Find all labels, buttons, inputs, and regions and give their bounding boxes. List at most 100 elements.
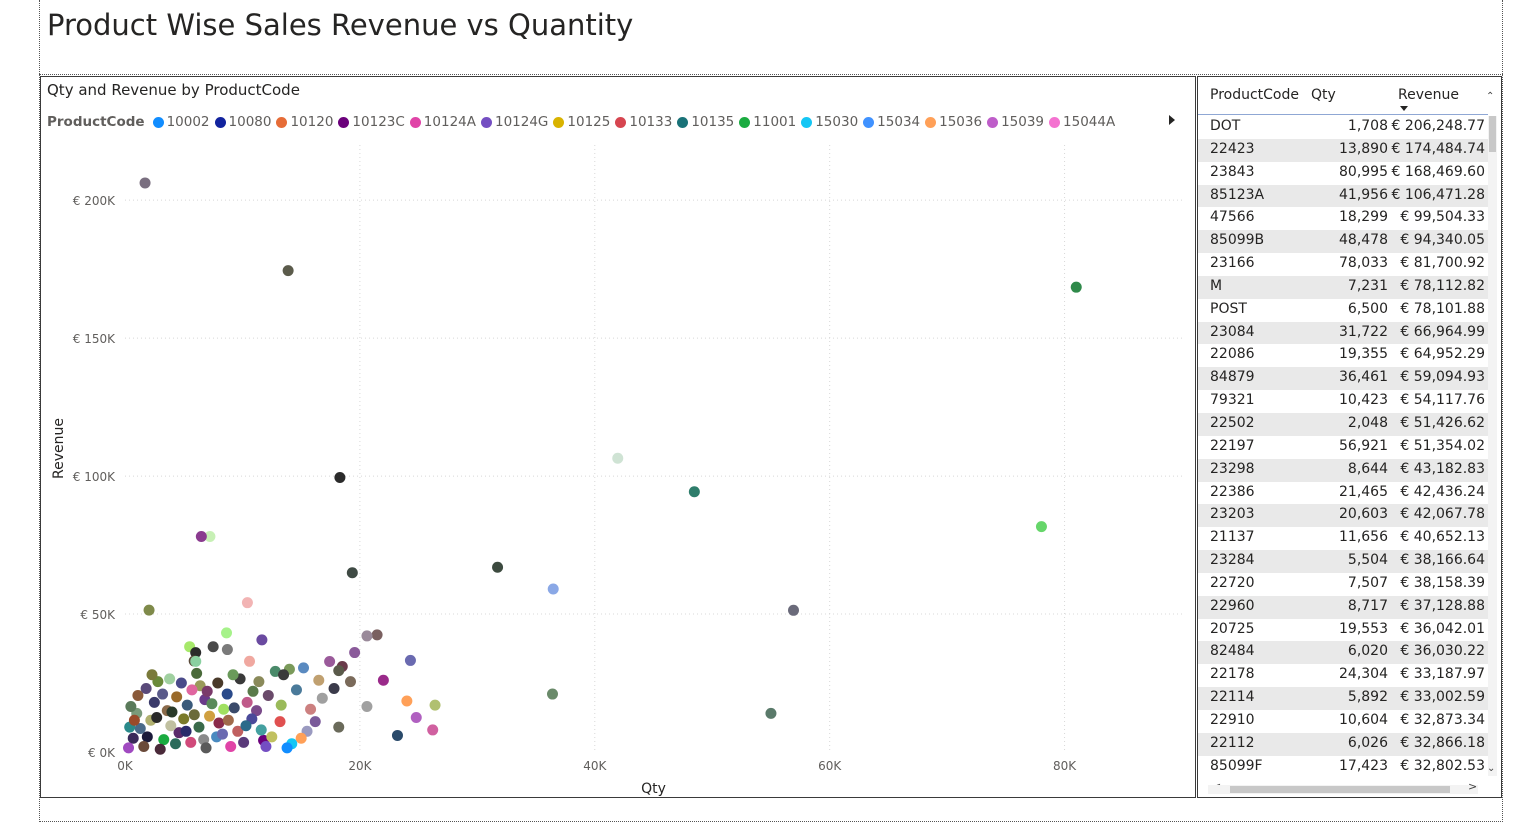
table-row[interactable]: 21137 11,656 € 40,652.13 xyxy=(1198,527,1488,550)
legend-item[interactable]: 10080 xyxy=(214,114,272,130)
cell-qty: 19,355 xyxy=(1339,346,1388,363)
table-row[interactable]: 23084 31,722 € 66,964.99 xyxy=(1198,321,1488,345)
horizontal-scroll-thumb[interactable] xyxy=(1230,786,1450,793)
legend-label: 10124A xyxy=(423,114,476,130)
table-row[interactable]: 85099F 17,423 € 32,802.53 xyxy=(1198,756,1488,776)
scatter-point xyxy=(216,728,228,740)
horizontal-scrollbar[interactable] xyxy=(1208,785,1478,794)
table-row[interactable]: M 7,231 € 78,112.82 xyxy=(1198,275,1488,299)
legend-next-arrow-icon[interactable] xyxy=(1169,115,1175,125)
table-row[interactable]: 20725 19,553 € 36,042.01 xyxy=(1198,619,1488,642)
table-row[interactable]: 22720 7,507 € 38,158.39 xyxy=(1198,573,1488,596)
column-header-productcode[interactable]: ProductCode xyxy=(1210,87,1299,103)
cell-revenue: € 51,354.02 xyxy=(1400,437,1485,454)
scatter-plot[interactable]: € 0K € 50K € 100K € 150K € 200K 0K 20K 40K 60K 80… xyxy=(41,137,1195,797)
page-frame-divider xyxy=(39,74,1503,75)
cell-productcode: 22086 xyxy=(1210,346,1255,363)
table-row[interactable]: 85099B 48,478 € 94,340.05 xyxy=(1198,230,1488,254)
cell-revenue: € 66,964.99 xyxy=(1400,323,1485,340)
column-header-qty[interactable]: Qty xyxy=(1311,87,1336,103)
table-row[interactable]: 23284 5,504 € 38,166.64 xyxy=(1198,550,1488,573)
table-row[interactable]: 79321 10,423 € 54,117.76 xyxy=(1198,390,1488,413)
table-row[interactable]: 47566 18,299 € 99,504.33 xyxy=(1198,207,1488,230)
legend-item[interactable]: 10124G xyxy=(480,114,549,130)
legend-item[interactable]: 10125 xyxy=(553,114,610,130)
legend-item[interactable]: 10123C xyxy=(338,114,405,130)
cell-revenue: € 32,866.18 xyxy=(1400,734,1485,751)
table-row[interactable]: 23166 78,033 € 81,700.92 xyxy=(1198,253,1488,276)
scroll-up-icon[interactable]: ⌃ xyxy=(1486,91,1495,102)
legend-item[interactable]: 15030 xyxy=(801,114,858,130)
table-row[interactable]: 84879 36,461 € 59,094.93 xyxy=(1198,367,1488,391)
legend-item[interactable]: 15034 xyxy=(863,114,920,130)
cell-qty: 8,717 xyxy=(1347,597,1388,614)
table-row[interactable]: 22197 56,921 € 51,354.02 xyxy=(1198,436,1488,459)
table-row[interactable]: 22386 21,465 € 42,436.24 xyxy=(1198,482,1488,505)
cell-qty: 7,231 xyxy=(1347,277,1388,294)
scatter-point xyxy=(688,486,700,498)
table-header: ProductCode Qty Revenue xyxy=(1198,77,1488,115)
legend-item[interactable]: 11001 xyxy=(739,114,796,130)
scatter-point xyxy=(157,688,169,700)
cell-revenue: € 106,471.28 xyxy=(1391,186,1485,203)
table-row[interactable]: 22114 5,892 € 33,002.59 xyxy=(1198,687,1488,710)
table-row[interactable]: DOT 1,708 € 206,248.77 xyxy=(1198,116,1488,139)
legend-item[interactable]: 10120 xyxy=(276,114,333,130)
table-row[interactable]: 22910 10,604 € 32,873.34 xyxy=(1198,710,1488,733)
scatter-point xyxy=(247,685,259,697)
table-row[interactable]: 22178 24,304 € 33,187.97 xyxy=(1198,664,1488,687)
scatter-point xyxy=(309,716,321,728)
cell-revenue: € 174,484.74 xyxy=(1391,140,1485,157)
legend-label: 10123C xyxy=(352,114,405,130)
table-row[interactable]: 22960 8,717 € 37,128.88 xyxy=(1198,595,1488,619)
legend-item[interactable]: 10002 xyxy=(152,114,210,130)
table-row[interactable]: 22086 19,355 € 64,952.29 xyxy=(1198,344,1488,367)
scatter-chart-visual[interactable]: Qty and Revenue by ProductCode ProductCo… xyxy=(40,76,1196,798)
scatter-point xyxy=(178,713,190,725)
table-row[interactable]: 23843 80,995 € 168,469.60 xyxy=(1198,162,1488,185)
legend-item[interactable]: 10124A xyxy=(409,114,476,130)
table-row[interactable]: 23203 20,603 € 42,067.78 xyxy=(1198,504,1488,528)
scatter-point xyxy=(241,597,253,609)
table-row[interactable]: 23298 8,644 € 43,182.83 xyxy=(1198,458,1488,482)
scatter-point xyxy=(612,452,624,464)
legend-label: 10080 xyxy=(228,114,272,130)
scroll-right-icon[interactable]: > xyxy=(1468,780,1478,793)
cell-qty: 20,603 xyxy=(1339,506,1388,523)
scatter-point xyxy=(546,688,558,700)
scatter-point xyxy=(346,567,358,579)
scatter-point xyxy=(313,674,325,686)
vertical-scroll-thumb[interactable] xyxy=(1489,116,1496,152)
legend-dot-icon xyxy=(739,116,751,128)
legend-item[interactable]: 15039 xyxy=(987,114,1044,130)
table-row[interactable]: 22423 13,890 € 174,484.74 xyxy=(1198,138,1488,162)
y-tick-label: € 150K xyxy=(73,332,116,346)
table-row[interactable]: POST 6,500 € 78,101.88 xyxy=(1198,299,1488,322)
legend-item[interactable]: 15036 xyxy=(925,114,982,130)
legend-label: 10124G xyxy=(494,114,549,130)
cell-qty: 6,500 xyxy=(1347,300,1388,317)
scatter-point xyxy=(213,717,225,729)
table-row[interactable]: 82484 6,020 € 36,030.22 xyxy=(1198,641,1488,665)
cell-productcode: 85123A xyxy=(1210,186,1265,203)
product-table-visual[interactable]: ProductCode Qty Revenue DOT 1,708 € 206,24… xyxy=(1197,76,1502,798)
cell-qty: 17,423 xyxy=(1339,757,1388,774)
table-row[interactable]: 22112 6,026 € 32,866.18 xyxy=(1198,732,1488,756)
legend-label: 15036 xyxy=(939,114,983,130)
cell-qty: 2,048 xyxy=(1347,414,1388,431)
cell-productcode: 22114 xyxy=(1210,689,1255,706)
cell-qty: 10,423 xyxy=(1339,392,1388,409)
vertical-scrollbar[interactable] xyxy=(1488,116,1497,776)
cell-revenue: € 99,504.33 xyxy=(1400,209,1485,226)
x-tick-label: 40K xyxy=(583,759,607,773)
page-title: Product Wise Sales Revenue vs Quantity xyxy=(47,8,634,42)
table-row[interactable]: 22502 2,048 € 51,426.62 xyxy=(1198,412,1488,436)
legend-item[interactable]: 15044A xyxy=(1049,114,1115,130)
column-header-revenue[interactable]: Revenue xyxy=(1398,87,1459,103)
table-row[interactable]: 85123A 41,956 € 106,471.28 xyxy=(1198,184,1488,208)
scatter-point xyxy=(207,641,219,653)
scatter-point xyxy=(316,692,328,704)
legend-item[interactable]: 10133 xyxy=(615,114,672,130)
legend-item[interactable]: 10135 xyxy=(677,114,734,130)
scroll-down-icon[interactable]: ⌄ xyxy=(1487,763,1496,774)
